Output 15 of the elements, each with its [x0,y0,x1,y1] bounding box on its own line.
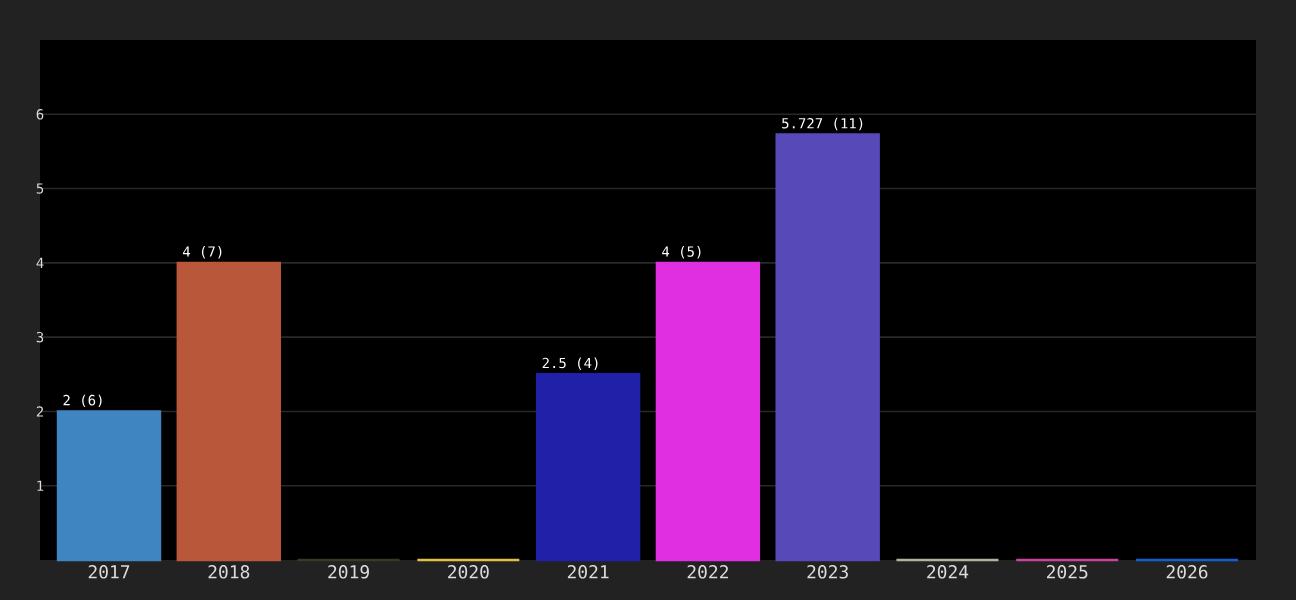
bar [56,410,162,562]
x-tick-label: 2025 [1046,565,1088,579]
x-tick-label: 2026 [1166,565,1208,579]
x-tick-label: 2023 [807,565,848,579]
x-tick-label: 2021 [567,565,609,579]
x-tick-label: 2024 [927,565,969,579]
bar [655,261,761,562]
bar [535,373,641,562]
bar [176,261,281,562]
x-tick-label: 2018 [208,565,250,579]
x-tick-label: 2019 [328,565,369,579]
x-tick-label: 2017 [88,565,130,579]
x-tick-label: 2022 [687,565,728,579]
x-tick-label: 2020 [448,565,489,579]
bar [775,133,880,562]
